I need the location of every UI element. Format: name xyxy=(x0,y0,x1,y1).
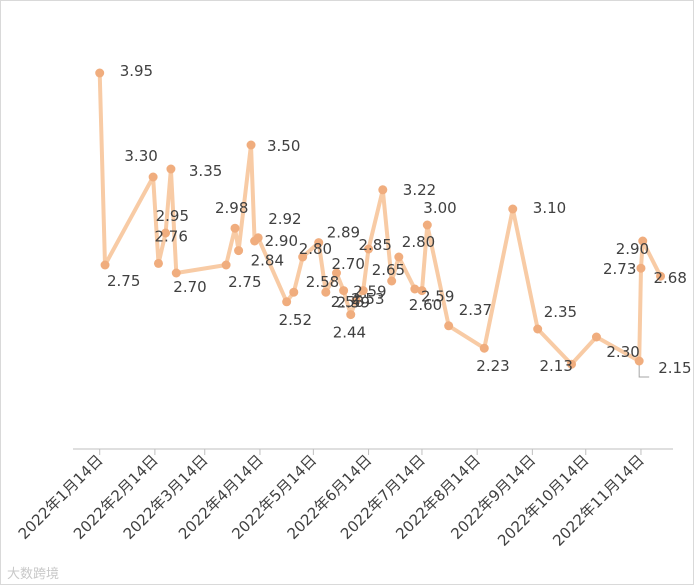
data-label: 3.35 xyxy=(189,162,222,180)
data-point xyxy=(314,238,324,248)
data-label: 2.68 xyxy=(654,269,687,287)
data-point xyxy=(282,297,292,307)
data-point xyxy=(148,172,158,182)
data-label: 2.92 xyxy=(268,210,301,228)
data-point xyxy=(591,332,601,342)
data-label: 2.52 xyxy=(279,311,312,329)
data-point xyxy=(417,286,427,296)
data-label: 2.13 xyxy=(540,357,573,375)
data-label: 3.30 xyxy=(124,147,157,165)
data-point xyxy=(638,236,648,246)
data-point xyxy=(634,356,644,366)
data-point xyxy=(171,268,181,278)
data-point xyxy=(444,321,454,331)
data-label: 2.75 xyxy=(107,272,140,290)
data-point xyxy=(346,310,356,320)
data-label: 2.75 xyxy=(228,273,261,291)
data-label: 2.80 xyxy=(299,240,332,258)
data-point xyxy=(479,343,489,353)
data-point xyxy=(253,233,263,243)
data-label: 2.70 xyxy=(332,255,365,273)
data-point xyxy=(298,252,308,262)
data-label: 2.44 xyxy=(333,324,366,342)
data-point xyxy=(364,244,374,254)
data-label: 2.23 xyxy=(476,357,509,375)
data-label: 2.65 xyxy=(372,261,405,279)
data-point xyxy=(358,286,368,296)
data-point xyxy=(95,68,105,78)
data-label: 2.35 xyxy=(544,303,577,321)
data-point xyxy=(636,263,646,273)
data-label: 2.80 xyxy=(402,233,435,251)
data-point xyxy=(410,284,420,294)
data-point xyxy=(230,223,240,233)
data-label: 2.59 xyxy=(353,283,386,301)
data-point xyxy=(161,228,171,238)
data-label: 2.59 xyxy=(337,294,370,312)
data-label: 2.76 xyxy=(155,227,188,245)
data-point xyxy=(332,268,342,278)
watermark-text: 大数跨境 xyxy=(7,567,60,582)
data-point xyxy=(351,295,361,305)
data-label: 2.98 xyxy=(215,199,248,217)
data-label: 2.58 xyxy=(306,273,339,291)
data-point xyxy=(508,204,518,214)
data-point xyxy=(221,260,231,270)
data-label: 2.84 xyxy=(251,252,284,270)
data-point xyxy=(321,287,331,297)
data-point xyxy=(422,220,432,230)
data-label: 2.58 xyxy=(331,293,364,311)
data-point xyxy=(153,258,163,268)
data-label: 3.00 xyxy=(423,199,456,217)
data-label: 3.10 xyxy=(533,199,566,217)
data-label: 3.95 xyxy=(120,62,153,80)
data-point xyxy=(378,185,388,195)
data-point xyxy=(166,164,176,174)
data-label: 2.90 xyxy=(265,232,298,250)
data-point xyxy=(394,252,404,262)
label-leader-line xyxy=(638,363,650,378)
data-label: 2.85 xyxy=(359,236,392,254)
data-label: 2.90 xyxy=(616,240,649,258)
x-tick-label: 2022年10月14日 xyxy=(494,451,593,550)
data-label: 2.70 xyxy=(173,278,206,296)
data-label: 2.95 xyxy=(156,207,189,225)
data-label: 3.22 xyxy=(403,181,436,199)
data-point xyxy=(234,246,244,256)
data-point xyxy=(289,287,299,297)
data-point xyxy=(387,276,397,286)
data-point xyxy=(656,271,666,281)
data-point xyxy=(533,324,543,334)
data-label: 2.89 xyxy=(327,224,360,242)
data-label: 2.60 xyxy=(409,296,442,314)
series-line xyxy=(97,71,663,367)
data-point xyxy=(339,286,349,296)
data-label: 3.50 xyxy=(267,137,300,155)
data-label: 2.53 xyxy=(351,290,384,308)
data-label: 2.73 xyxy=(603,260,636,278)
data-label: 2.59 xyxy=(421,288,454,306)
data-label: 2.30 xyxy=(606,343,639,361)
data-point xyxy=(246,140,256,150)
data-point xyxy=(567,359,577,369)
data-label: 2.37 xyxy=(459,301,492,319)
data-point xyxy=(100,260,110,270)
data-label: 2.15 xyxy=(658,359,691,377)
